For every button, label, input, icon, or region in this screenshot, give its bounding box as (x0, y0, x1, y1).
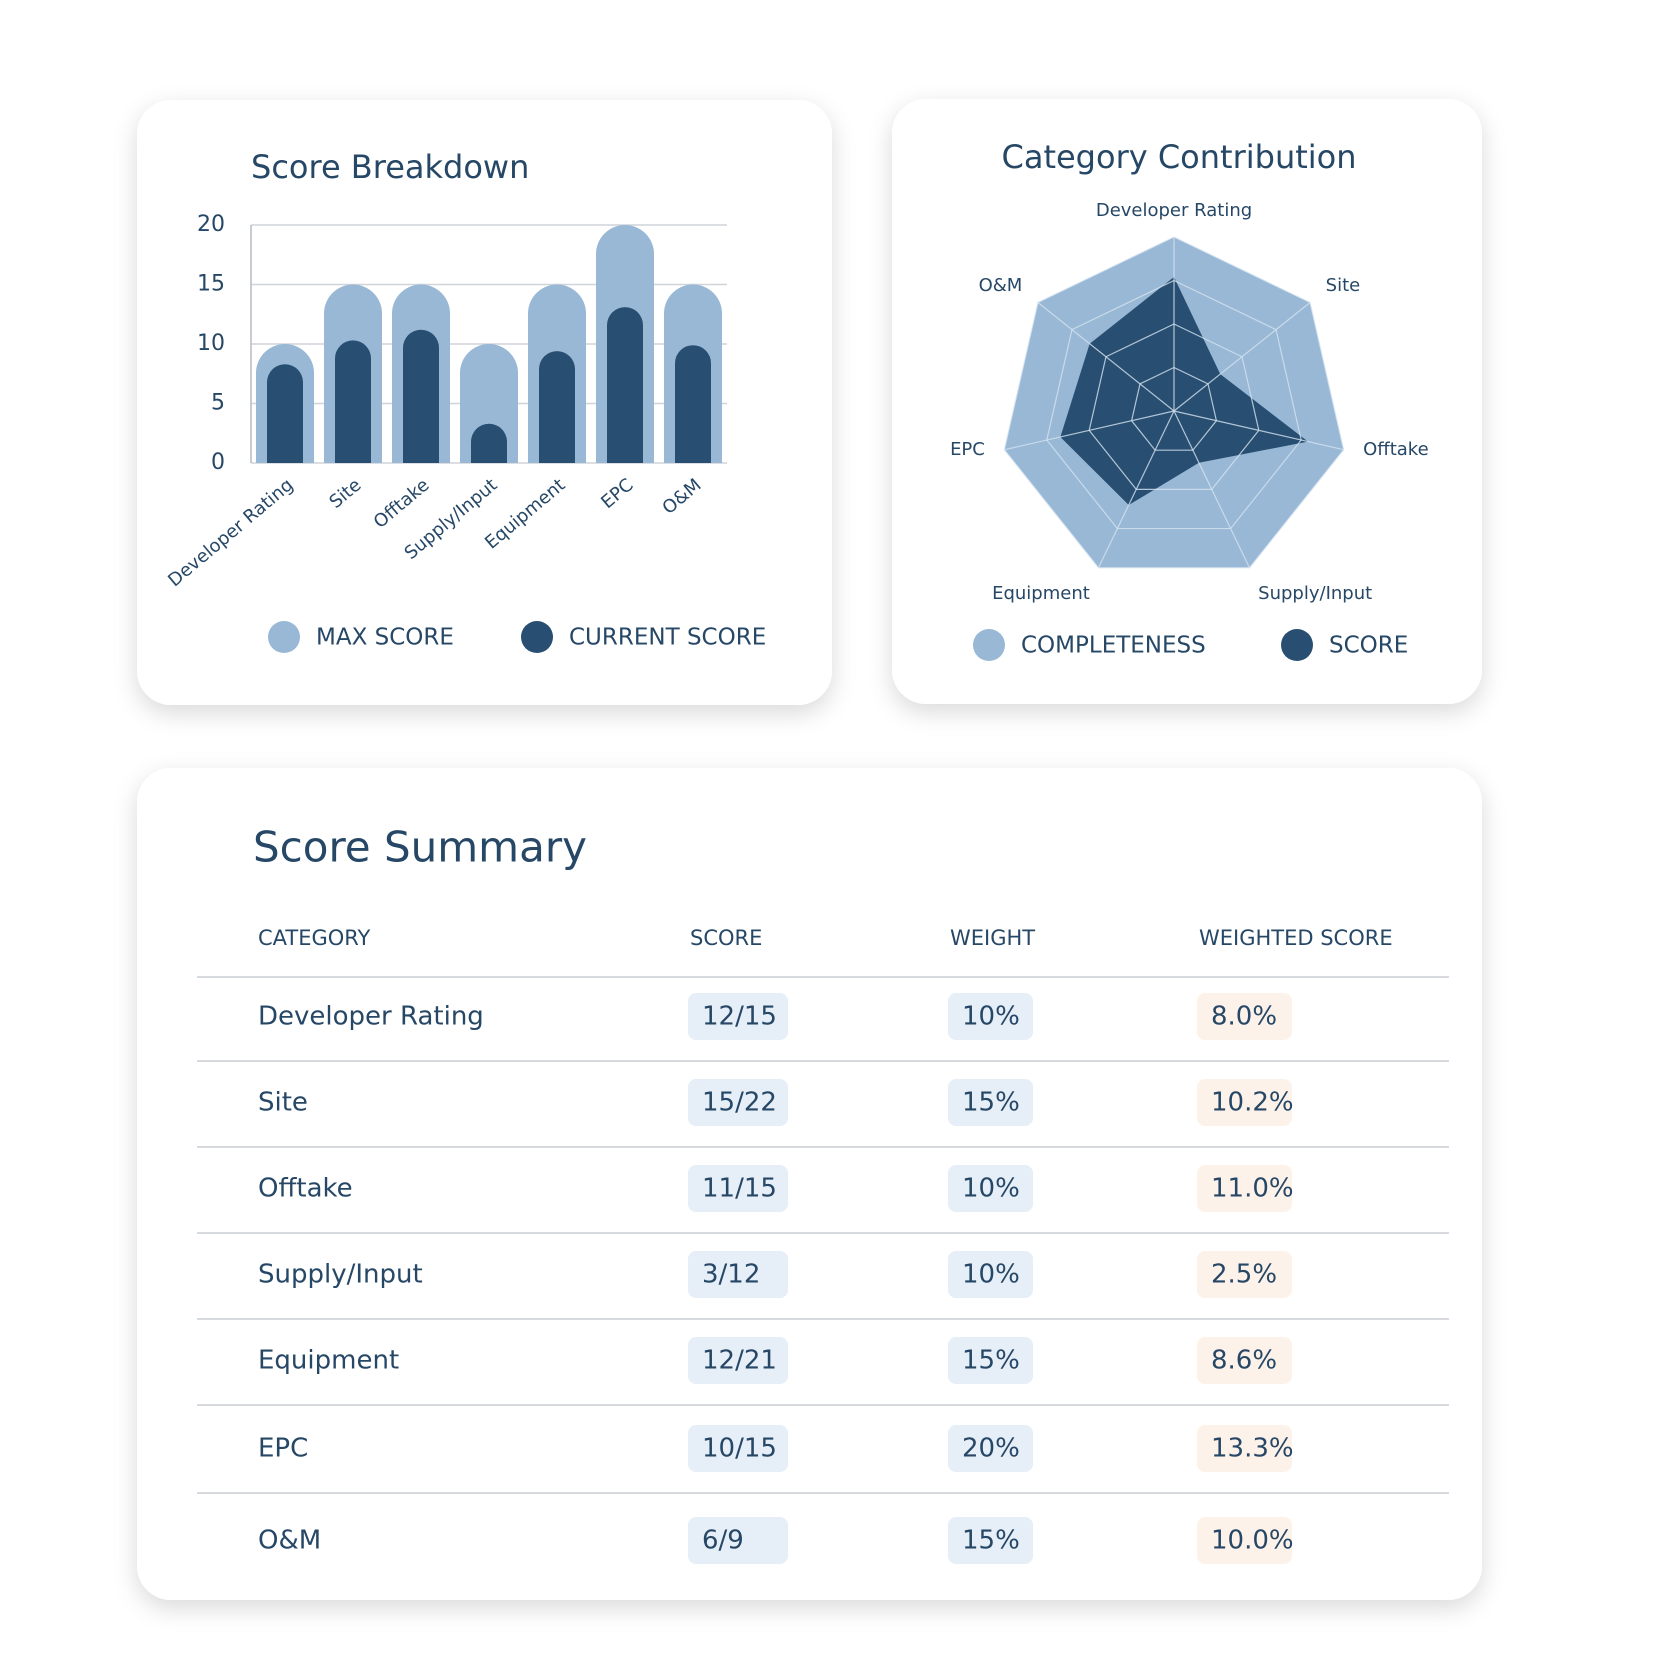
table-cell: 15% (962, 1346, 1020, 1376)
value-pill (688, 1165, 788, 1212)
radar-spoke (1037, 302, 1175, 412)
axis-label: EPC (950, 439, 985, 460)
table-cell: 15% (962, 1526, 1020, 1556)
table-cell: Developer Rating (258, 1002, 484, 1032)
value-pill (688, 1251, 788, 1298)
legend-label: MAX SCORE (316, 625, 454, 651)
radar-spoke (1173, 410, 1344, 451)
column-header: SCORE (690, 926, 762, 950)
radar-spoke (1097, 410, 1175, 569)
table-card (137, 768, 1482, 1600)
value-pill (688, 1079, 788, 1126)
y-tick-label: 5 (211, 391, 225, 416)
table-cell: 8.0% (1211, 1002, 1277, 1032)
legend-label: SCORE (1329, 633, 1408, 659)
value-pill (948, 1079, 1033, 1126)
table-cell: 2.5% (1211, 1260, 1277, 1290)
table-cell: 8.6% (1211, 1346, 1277, 1376)
table-cell: 15/22 (702, 1088, 777, 1118)
table-cell: 6/9 (702, 1526, 744, 1556)
column-header: CATEGORY (258, 926, 371, 950)
bar (675, 345, 711, 463)
table-cell: 3/12 (702, 1260, 760, 1290)
value-pill (948, 1251, 1033, 1298)
value-pill (688, 1517, 788, 1564)
axis-label: Offtake (1363, 439, 1429, 460)
table-cell: 15% (962, 1088, 1020, 1118)
table-cell: Equipment (258, 1346, 399, 1376)
value-pill (1197, 1337, 1292, 1384)
radar-ring (1046, 279, 1302, 530)
radar-spoke (1173, 410, 1251, 569)
radar-ring (1088, 323, 1260, 490)
value-pill (688, 1425, 788, 1472)
value-pill (948, 993, 1033, 1040)
bar (335, 340, 371, 463)
table-cell: 10% (962, 1260, 1020, 1290)
table-cell: EPC (258, 1434, 308, 1464)
value-pill (948, 1165, 1033, 1212)
value-pill (948, 1517, 1033, 1564)
value-pill (948, 1337, 1033, 1384)
legend-marker (268, 621, 300, 653)
radar-ring (1003, 236, 1345, 569)
column-header: WEIGHTED SCORE (1199, 926, 1393, 950)
axis-label: Developer Rating (1096, 200, 1252, 221)
radar-area (1060, 277, 1309, 506)
content: Score Breakdown 0 5 10 15 20 Developer Rating S… (164, 138, 1449, 1564)
y-tick-label: 0 (211, 450, 225, 475)
radar-spoke (1004, 410, 1175, 451)
axis-label: Supply/Input (1258, 583, 1372, 604)
bar (403, 329, 439, 463)
table-cell: 10% (962, 1174, 1020, 1204)
bar (539, 351, 575, 463)
value-pill (688, 1337, 788, 1384)
value-pill (1197, 1425, 1292, 1472)
chart-title: Score Breakdown (251, 148, 529, 186)
table-cell: 10% (962, 1002, 1020, 1032)
value-pill (1197, 1165, 1292, 1212)
table-cell: Offtake (258, 1174, 353, 1204)
table-cell: 20% (962, 1434, 1020, 1464)
value-pill (1197, 1251, 1292, 1298)
value-pill (1197, 993, 1292, 1040)
bar (471, 423, 507, 463)
table-cell: 11/15 (702, 1174, 777, 1204)
table-cell: 12/15 (702, 1002, 777, 1032)
table-cell: 13.3% (1211, 1434, 1294, 1464)
axis-label: Site (1326, 275, 1361, 296)
bar (267, 364, 303, 463)
chart-title: Category Contribution (1001, 138, 1356, 176)
y-tick-label: 10 (197, 331, 225, 356)
column-header: WEIGHT (950, 926, 1035, 950)
table-cell: 10.0% (1211, 1526, 1294, 1556)
radar-spoke (1173, 302, 1311, 412)
bar (607, 307, 643, 463)
value-pill (688, 993, 788, 1040)
table-cell: Site (258, 1088, 308, 1118)
table-cell: 12/21 (702, 1346, 777, 1376)
table-cell: 11.0% (1211, 1174, 1294, 1204)
legend-label: COMPLETENESS (1021, 633, 1206, 659)
table-cell: 10/15 (702, 1434, 777, 1464)
radar-ring (1130, 366, 1218, 451)
legend-marker (1281, 629, 1313, 661)
legend-marker (973, 629, 1005, 661)
y-tick-label: 20 (197, 212, 225, 237)
table-cell: 10.2% (1211, 1088, 1294, 1118)
table-cell: O&M (258, 1526, 321, 1556)
table-cell: Supply/Input (258, 1260, 423, 1290)
legend-marker (521, 621, 553, 653)
y-tick-label: 15 (197, 272, 225, 297)
value-pill (1197, 1517, 1292, 1564)
table-title: Score Summary (253, 823, 587, 872)
value-pill (1197, 1079, 1292, 1126)
axis-label: Equipment (992, 583, 1090, 604)
legend-label: CURRENT SCORE (569, 625, 766, 651)
axis-label: O&M (979, 275, 1023, 296)
value-pill (948, 1425, 1033, 1472)
